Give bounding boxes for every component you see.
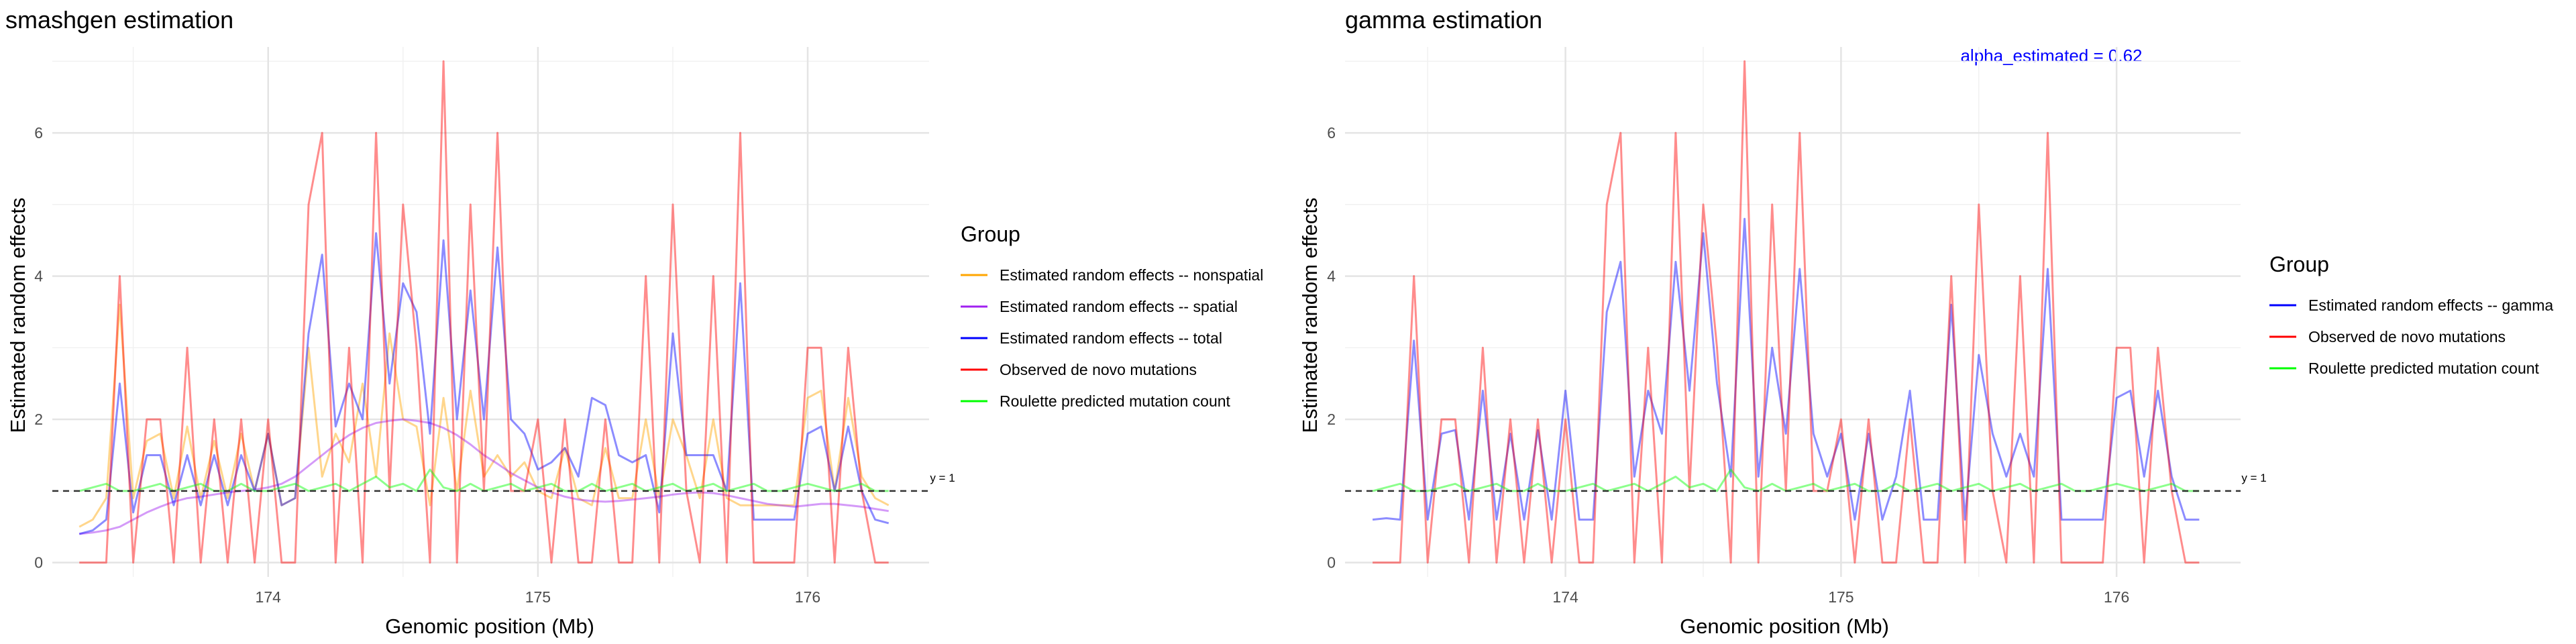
- x-tick-label: 175: [1828, 588, 1854, 606]
- legend-item: Roulette predicted mutation count: [2308, 360, 2540, 377]
- legend-item: Estimated random effects -- gamma: [2308, 297, 2553, 314]
- reference-line-label: y = 1: [2241, 472, 2266, 484]
- series-line-2: [78, 232, 890, 535]
- alpha-annotation: alpha_estimated = 0.62: [1960, 46, 2142, 66]
- series-line-3: [79, 60, 889, 564]
- legend: Group Estimated random effects -- nonspat…: [961, 222, 1263, 410]
- y-tick-label: 2: [1327, 411, 1336, 428]
- y-tick-label: 4: [1327, 268, 1336, 285]
- gridlines: [1345, 47, 2241, 577]
- series-line-1: [1373, 60, 2200, 564]
- smashgen-panel: smashgen estimation y = 1 174 175 1760246 …: [5, 6, 1263, 638]
- tick-labels: 174 175 176 0 2 4 6: [34, 124, 820, 606]
- legend-item: Observed de novo mutations: [1000, 361, 1197, 378]
- y-tick-label: 6: [1327, 124, 1336, 142]
- x-tick-label: 174: [256, 588, 282, 606]
- reference-line-label: y = 1: [930, 472, 955, 484]
- y-axis-label: Estimated random effects: [6, 198, 30, 433]
- legend-item: Estimated random effects -- spatial: [1000, 298, 1238, 315]
- x-tick-label: 176: [795, 588, 820, 606]
- series-group: [1372, 60, 2200, 564]
- x-tick-label: 174: [1552, 588, 1578, 606]
- legend: Group Estimated random effects -- gamma Ob…: [2269, 252, 2553, 377]
- series-line-0: [78, 303, 890, 528]
- legend-item: Estimated random effects -- nonspatial: [1000, 266, 1263, 284]
- y-tick-label: 6: [34, 124, 43, 142]
- series-line-1: [79, 418, 889, 535]
- gamma-panel: gamma estimation alpha_estimated = 0.62 …: [1298, 6, 2553, 638]
- series-group: [78, 60, 890, 564]
- y-tick-label: 0: [1327, 554, 1336, 572]
- legend-title: Group: [961, 222, 1020, 246]
- legend-item: Estimated random effects -- total: [1000, 329, 1222, 347]
- tick-labels: 174 175 176 0 2 4 6: [1327, 124, 2129, 606]
- gridlines: [52, 47, 929, 577]
- x-axis-label: Genomic position (Mb): [385, 614, 594, 638]
- reference-line-group: y = 1: [52, 472, 955, 492]
- series-line-0: [1372, 217, 2200, 521]
- reference-line-group: y = 1: [1345, 472, 2267, 492]
- y-axis-label: Estimated random effects: [1298, 198, 1322, 433]
- x-tick-label: 176: [2104, 588, 2129, 606]
- y-tick-label: 0: [34, 554, 43, 572]
- legend-title: Group: [2269, 252, 2329, 276]
- x-axis-label: Genomic position (Mb): [1680, 614, 1889, 638]
- chart-title: gamma estimation: [1345, 6, 1542, 34]
- legend-item: Roulette predicted mutation count: [1000, 392, 1231, 410]
- y-tick-label: 2: [34, 411, 43, 428]
- y-tick-label: 4: [34, 268, 43, 285]
- legend-item: Observed de novo mutations: [2308, 328, 2506, 345]
- x-tick-label: 175: [525, 588, 551, 606]
- chart-title: smashgen estimation: [5, 6, 233, 34]
